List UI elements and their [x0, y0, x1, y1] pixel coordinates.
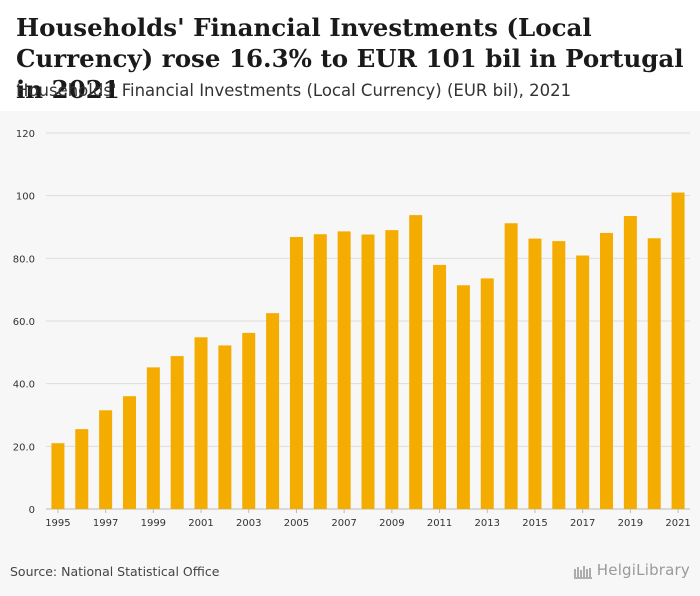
bar [623, 216, 637, 509]
x-tick-label: 1995 [45, 518, 70, 529]
x-tick-label: 2013 [475, 518, 500, 529]
bar [75, 429, 89, 509]
brand-logo[interactable]: HelgiLibrary [573, 561, 690, 579]
x-tick-label: 2007 [331, 518, 356, 529]
x-tick-label: 2015 [522, 518, 547, 529]
chart-subtitle: Households' Financial Investments (Local… [16, 81, 572, 100]
bar [361, 234, 375, 509]
x-tick-label: 2011 [427, 518, 452, 529]
bar [218, 345, 232, 509]
y-tick-label: 80.0 [13, 254, 35, 265]
bar [433, 264, 447, 509]
y-tick-label: 100 [16, 192, 35, 203]
y-tick-label: 20.0 [13, 442, 35, 453]
x-tick-label: 2017 [570, 518, 595, 529]
bar-chart: 0 20.0 40.0 60.0 80.0 100 120 1995 1997 1999 2001 2… [13, 129, 691, 529]
bar [671, 192, 685, 509]
chart-header: Households' Financial Investments (Local… [0, 0, 700, 111]
x-tick-label: 1997 [93, 518, 118, 529]
chart-title: Households' Financial Investments (Local… [16, 13, 684, 104]
chart-area: 0 20.0 40.0 60.0 80.0 100 120 1995 1997 1999 2001 2… [0, 111, 700, 557]
bar [170, 356, 184, 509]
y-tick-label: 40.0 [13, 380, 35, 391]
bar [194, 337, 208, 509]
bar [552, 241, 566, 509]
library-icon [573, 566, 592, 579]
bar [647, 238, 661, 509]
bar [528, 238, 542, 509]
bar [576, 255, 590, 509]
bar [385, 230, 399, 509]
x-tick-label: 2003 [236, 518, 261, 529]
x-tick-label: 2001 [188, 518, 213, 529]
bar [99, 410, 113, 509]
bar [600, 232, 614, 509]
bar [122, 396, 136, 509]
bar [480, 278, 494, 509]
y-tick-label: 60.0 [13, 317, 35, 328]
bar [337, 231, 351, 509]
bar [313, 234, 327, 509]
bar [146, 367, 160, 509]
bar [289, 237, 303, 509]
x-tick-label: 1999 [141, 518, 166, 529]
bar [266, 313, 280, 509]
x-tick-label: 2019 [618, 518, 643, 529]
y-tick-label: 0 [29, 505, 35, 516]
bar [242, 332, 256, 509]
x-tick-label: 2009 [379, 518, 404, 529]
bar [456, 285, 470, 509]
x-tick-label: 2021 [665, 518, 690, 529]
chart-footer: Source: National Statistical Office Helg… [0, 557, 700, 596]
y-tick-label: 120 [16, 129, 35, 140]
bar [51, 443, 65, 509]
x-tick-label: 2005 [284, 518, 309, 529]
brand-name: HelgiLibrary [596, 561, 690, 579]
source-note: Source: National Statistical Office [10, 564, 220, 579]
bar [409, 215, 423, 509]
bar [504, 223, 518, 509]
